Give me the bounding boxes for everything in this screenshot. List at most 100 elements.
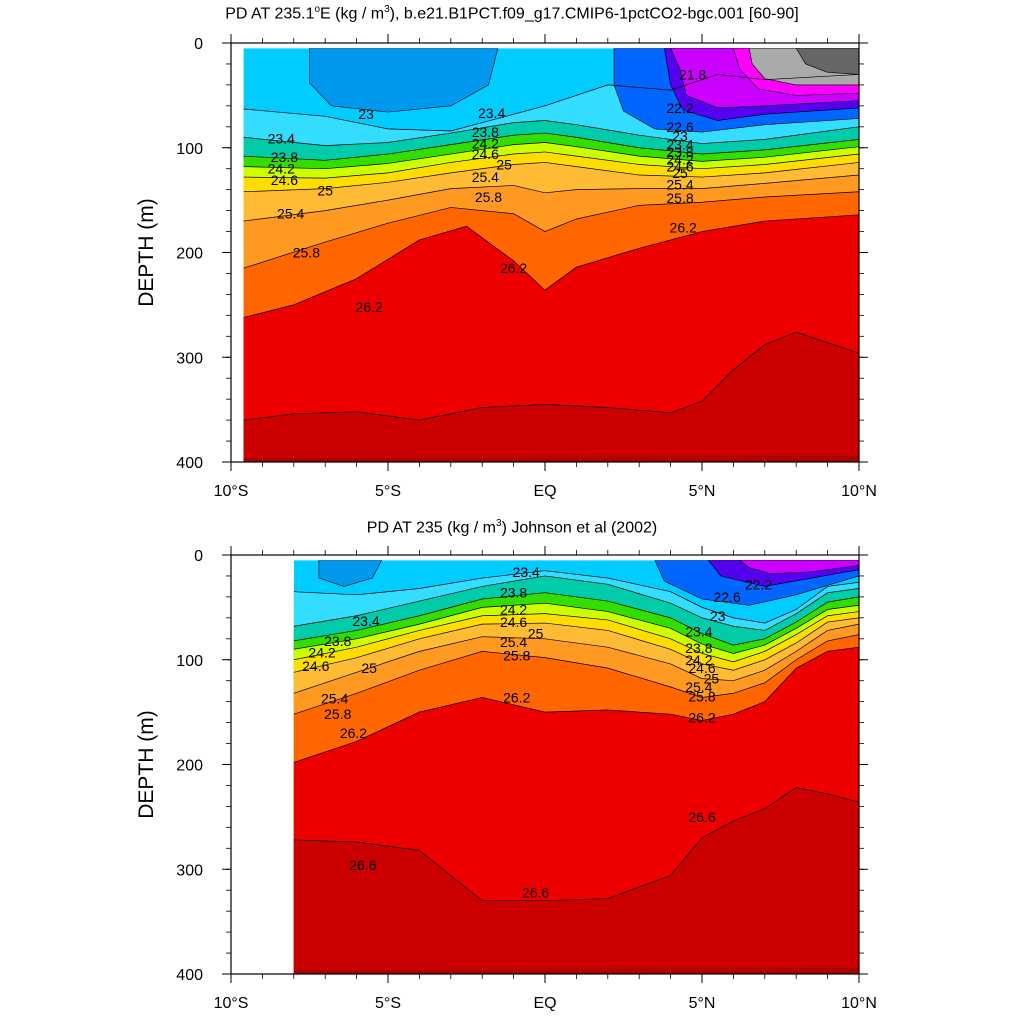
x-tick-label: 10°S [214, 995, 249, 1012]
y-tick-label: 100 [176, 653, 203, 670]
isopycnal-25-8 [293, 634, 859, 715]
contour-label: 26.6 [349, 857, 376, 873]
contour-label: 23.8 [472, 124, 499, 140]
contour-label: 23 [672, 128, 688, 144]
isopycnal-23-4 [243, 120, 859, 147]
density-band-26-6 [293, 787, 859, 975]
contour-label: 24.6 [500, 614, 527, 630]
contour-label: 22.2 [666, 100, 693, 116]
contour-label: 25.8 [503, 648, 530, 664]
isopycnal-23-8 [243, 132, 859, 161]
x-tick-label: 5°S [375, 995, 401, 1012]
top-panel: PD AT 235.1oE (kg / m3), b.e21.B1PCT.f09… [135, 4, 877, 500]
isopycnal-25-4 [293, 623, 859, 694]
x-tick-label: 10°S [214, 483, 249, 500]
contour-label: 24.2 [666, 151, 693, 167]
isopycnal-25 [243, 162, 859, 193]
contour-label: 26.2 [356, 299, 383, 315]
contour-plot-bottom: 23.423.824.224.62525.425.826.223.423.824… [135, 546, 877, 1012]
y-tick-label: 100 [176, 141, 203, 158]
contour-label: 26.6 [522, 884, 549, 900]
contour-label: 23.8 [666, 144, 693, 160]
plot-area: 2323.423.824.224.62525.425.826.223.423.8… [135, 34, 877, 500]
isopycnal-23 [293, 570, 859, 624]
x-tick-label: 10°N [841, 483, 877, 500]
y-tick-label: 0 [194, 36, 203, 53]
isopycnal-25-4 [243, 174, 859, 222]
contour-label: 25.4 [472, 169, 499, 185]
density-band-26-6 [243, 332, 859, 463]
contour-label: 23.8 [685, 640, 712, 656]
surface-patch-2 [739, 560, 859, 575]
contour-label: 24.2 [308, 644, 335, 660]
contour-label: 26.2 [670, 219, 697, 235]
contour-label: 26.6 [688, 809, 715, 825]
y-tick-label: 400 [176, 455, 203, 472]
isopycnal-23-8 [293, 592, 859, 646]
contour-label: 25.8 [688, 688, 715, 704]
y-tick-label: 200 [176, 246, 203, 263]
contour-label: 23.8 [271, 149, 298, 165]
contour-label: 24.6 [302, 658, 329, 674]
contour-label: 24.6 [688, 660, 715, 676]
y-axis-title: DEPTH (m) [135, 710, 158, 819]
contour-label: 25.8 [666, 190, 693, 206]
x-tick-label: 5°N [689, 995, 716, 1012]
contour-label: 23.4 [513, 564, 540, 580]
isopycnal-24-6 [293, 611, 859, 663]
contour-label: 23.4 [352, 613, 379, 629]
contour-label: 24.2 [685, 652, 712, 668]
x-tick-label: EQ [533, 995, 556, 1012]
contour-label: 26.2 [500, 260, 527, 276]
contour-label: 26.2 [340, 725, 367, 741]
y-tick-label: 300 [176, 350, 203, 367]
isopycnal-26-2 [293, 646, 859, 763]
contour-label: 25 [361, 660, 377, 676]
contour-label: 25 [317, 183, 333, 199]
contour-label: 26.2 [688, 709, 715, 725]
isopycnal-24-2 [293, 602, 859, 654]
contour-label: 24.6 [666, 159, 693, 175]
contour-label: 22.6 [666, 119, 693, 135]
low-density-pool [318, 560, 383, 587]
plot-area: 23.423.824.224.62525.425.826.223.423.824… [135, 546, 877, 1012]
y-tick-label: 0 [194, 548, 203, 565]
y-tick-label: 200 [176, 758, 203, 775]
contour-label: 23.4 [685, 623, 712, 639]
contour-plot-top: 2323.423.824.224.62525.425.826.223.423.8… [135, 34, 877, 500]
contour-label: 25.4 [277, 206, 304, 222]
isopycnal-24-6 [243, 151, 859, 179]
contour-label: 24.2 [500, 601, 527, 617]
contour-label: 22.2 [745, 576, 772, 592]
x-tick-label: 10°N [841, 995, 877, 1012]
contour-label: 25.8 [293, 245, 320, 261]
isopycnal-25-8 [243, 191, 859, 269]
isopycnal-24-2 [243, 142, 859, 170]
deep-band [243, 455, 859, 463]
surface-patch-5 [795, 48, 859, 75]
contour-label: 23 [358, 106, 374, 122]
chart-title-top: PD AT 235.1oE (kg / m3), b.e21.B1PCT.f09… [225, 4, 799, 23]
contour-label: 25.8 [475, 189, 502, 205]
contour-label: 21.8 [679, 66, 706, 82]
contour-label: 25 [496, 157, 512, 173]
contour-label: 23.8 [500, 585, 527, 601]
isopycnal-25 [293, 617, 859, 673]
low-density-pool [309, 48, 499, 113]
contour-label: 25 [672, 165, 688, 181]
isopycnal-23 [243, 74, 859, 132]
contour-label: 23.8 [324, 633, 351, 649]
y-tick-label: 300 [176, 862, 203, 879]
x-tick-label: EQ [533, 483, 556, 500]
contour-label: 23.4 [268, 130, 295, 146]
contour-label: 25 [528, 626, 544, 642]
contour-label: 25.8 [324, 706, 351, 722]
x-tick-label: 5°S [375, 483, 401, 500]
contour-label: 25.4 [321, 691, 348, 707]
contour-label: 24.2 [268, 161, 295, 177]
isopycnal-26-6 [243, 331, 859, 421]
contour-label: 25.4 [500, 634, 527, 650]
isopycnal-26-2 [243, 214, 859, 318]
contour-label: 25.4 [666, 176, 693, 192]
y-axis-title: DEPTH (m) [135, 198, 158, 307]
